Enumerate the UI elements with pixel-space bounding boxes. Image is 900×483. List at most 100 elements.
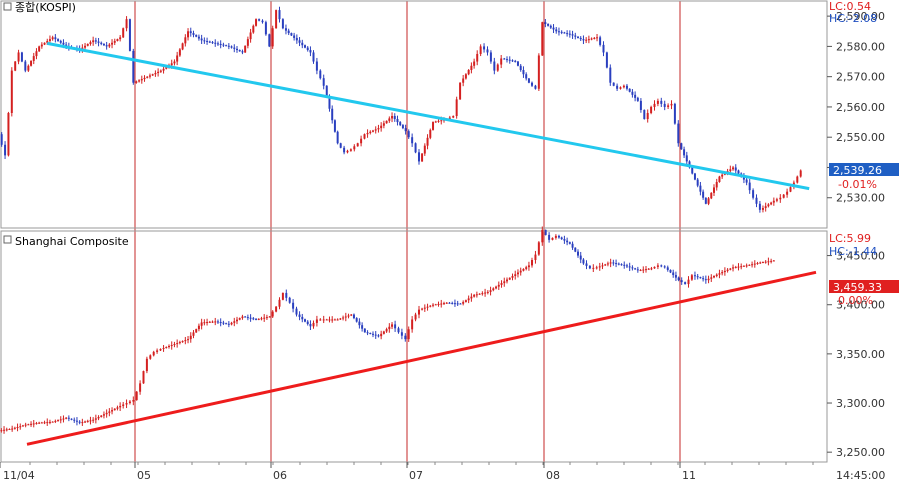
shanghai-panel-title: Shanghai Composite [15, 235, 129, 248]
candle-body [128, 19, 131, 51]
candle-body [417, 152, 420, 162]
candle-body [374, 334, 377, 336]
candle-body [293, 35, 296, 38]
candle-body [767, 204, 770, 207]
kospi-trendline[interactable] [46, 41, 810, 191]
candle-body [225, 323, 228, 325]
candle-body [113, 408, 116, 411]
shanghai-price-series [0, 226, 775, 434]
candle-body [718, 273, 721, 275]
candle-body [309, 50, 312, 53]
candle-body [531, 259, 534, 266]
candle-body [663, 266, 666, 268]
candle-body [737, 170, 740, 174]
candle-body [636, 97, 639, 101]
candle-body [89, 420, 92, 422]
kospi-last-price: 2,539.26 [833, 164, 882, 177]
candle-body [268, 316, 271, 318]
candle-body [108, 411, 111, 413]
candle-body [292, 302, 295, 309]
kospi-collapse-box[interactable] [3, 2, 12, 11]
candle-body [333, 319, 336, 321]
candle-body [301, 316, 304, 320]
candle-body [312, 322, 315, 327]
candle-body [67, 417, 70, 419]
candle-body [97, 41, 100, 43]
candle-body [322, 78, 325, 86]
candle-body [799, 170, 802, 177]
candle-body [684, 282, 687, 285]
candle-body [426, 137, 429, 146]
candle-body [414, 143, 417, 153]
candle-body [227, 323, 230, 325]
candle-body [271, 28, 274, 47]
shanghai-collapse-box[interactable] [3, 235, 12, 244]
candle-body [135, 391, 138, 401]
candle-body [718, 176, 721, 182]
candle-body [742, 265, 745, 267]
candle-body [236, 48, 238, 51]
candle-body [75, 420, 78, 422]
candle-body [178, 49, 181, 56]
candle-body [288, 297, 291, 303]
candle-body [440, 303, 443, 305]
candle-body [407, 131, 410, 138]
candle-body [86, 420, 89, 422]
candle-body [514, 274, 517, 277]
candle-body [358, 321, 361, 326]
x-tick-label: 11 [682, 469, 696, 482]
candle-body [10, 70, 13, 113]
candle-body [346, 150, 349, 153]
candle-body [352, 314, 355, 319]
candle-body [244, 316, 247, 318]
candle-body [349, 149, 352, 151]
candle-body [506, 279, 509, 282]
candle-body [544, 230, 547, 235]
candle-body [782, 194, 785, 198]
candle-body [146, 76, 149, 78]
candle-body [595, 267, 598, 269]
candle-body [246, 39, 249, 46]
candle-body [86, 43, 89, 46]
candle-body [328, 97, 331, 109]
candle-body [464, 300, 467, 302]
candle-body [13, 427, 16, 429]
candle-body [667, 105, 670, 107]
candle-body [236, 319, 238, 322]
candle-body [159, 348, 162, 351]
candle-body [660, 265, 663, 267]
candle-body [391, 116, 394, 119]
candle-body [30, 60, 33, 66]
candle-body [135, 81, 138, 83]
candle-body [399, 122, 402, 126]
candle-body [94, 418, 97, 420]
candle-body [162, 347, 165, 349]
y-tick-label: 3,250.00 [836, 446, 885, 459]
candle-body [298, 314, 301, 317]
candle-body [84, 421, 87, 423]
candle-body [687, 279, 690, 285]
candle-body [48, 421, 51, 423]
candle-body [789, 187, 792, 192]
candle-body [740, 266, 743, 268]
candle-body [489, 52, 492, 62]
shanghai-trendline[interactable] [26, 270, 817, 446]
candle-body [462, 301, 465, 304]
candle-body [547, 24, 550, 26]
candle-body [704, 197, 707, 204]
candle-body [156, 350, 159, 352]
y-tick-label: 2,570.00 [836, 71, 885, 84]
candle-body [582, 259, 585, 264]
candle-body [516, 272, 519, 275]
candle-body [423, 307, 426, 309]
candle-body [111, 42, 114, 45]
candle-body [574, 35, 577, 37]
candle-body [265, 317, 268, 319]
candle-body [51, 37, 54, 40]
candle-body [331, 319, 334, 321]
candle-body [312, 52, 315, 62]
y-tick-label: 3,450.00 [836, 250, 885, 263]
candle-body [601, 265, 604, 267]
candle-body [319, 319, 322, 321]
candle-body [612, 262, 615, 264]
